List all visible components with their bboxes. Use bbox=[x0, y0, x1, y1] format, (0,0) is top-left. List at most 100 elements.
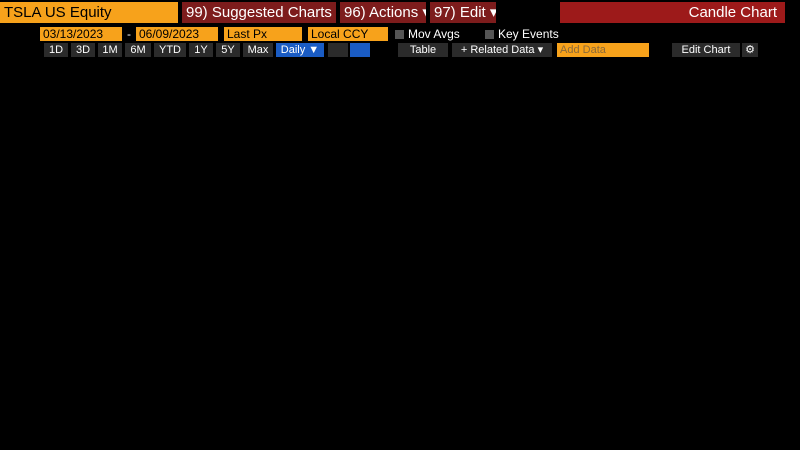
chart-kind: Candle Chart bbox=[560, 2, 785, 23]
candle-body bbox=[477, 247, 484, 267]
y-tick-label: 100M bbox=[712, 370, 740, 382]
volume-bar bbox=[387, 372, 391, 410]
candle-body bbox=[39, 251, 45, 268]
candle-body bbox=[671, 84, 678, 115]
date-sep: - bbox=[127, 27, 131, 41]
candle-body bbox=[385, 276, 392, 281]
legend-box bbox=[45, 66, 205, 124]
volume-bar bbox=[132, 361, 136, 410]
icon-button[interactable] bbox=[328, 43, 348, 57]
candle-body bbox=[202, 199, 209, 211]
volume-bar bbox=[122, 358, 126, 410]
volume-bar bbox=[162, 365, 166, 410]
menu[interactable]: 99) Suggested Charts ▾ bbox=[182, 2, 336, 23]
candle-body bbox=[661, 114, 668, 139]
field[interactable]: Last Px bbox=[224, 27, 302, 41]
volume-bar bbox=[652, 348, 656, 410]
volume-bar bbox=[458, 372, 462, 410]
x-tick-label: Apr 14 bbox=[264, 418, 296, 430]
settings[interactable]: ⚙ bbox=[742, 43, 758, 57]
y-tick-label: 220 bbox=[712, 142, 730, 154]
table-button[interactable]: Table bbox=[398, 43, 448, 57]
volume-bar bbox=[101, 350, 105, 410]
volume-bar bbox=[111, 355, 115, 410]
volume-bar bbox=[315, 348, 319, 410]
volume-bar bbox=[407, 375, 411, 410]
volume-bar bbox=[183, 351, 187, 410]
candle-body bbox=[181, 176, 188, 200]
candle-body bbox=[518, 245, 525, 253]
volume-bar bbox=[224, 368, 228, 410]
candle-body bbox=[171, 203, 178, 205]
menu[interactable]: 97) Edit ▾ bbox=[430, 2, 496, 23]
volume-bar bbox=[621, 355, 625, 410]
currency[interactable]: Local CCY bbox=[308, 27, 388, 41]
volume-bar bbox=[397, 372, 401, 410]
volume-bar bbox=[366, 361, 370, 410]
icon-button[interactable] bbox=[350, 43, 370, 57]
volume-bar bbox=[550, 372, 554, 410]
candle-body bbox=[100, 199, 107, 221]
volume-bar bbox=[254, 367, 258, 410]
range-button[interactable]: 5Y bbox=[216, 43, 240, 57]
candle-body bbox=[620, 161, 627, 171]
volume-box bbox=[707, 389, 757, 404]
legend-value: 184.642 bbox=[170, 95, 210, 107]
legend-label: Low on 04/27/23 bbox=[75, 108, 156, 120]
candle-body bbox=[192, 193, 198, 206]
volume-bar bbox=[601, 358, 605, 410]
candle-body bbox=[355, 283, 362, 299]
candle-body bbox=[549, 224, 555, 226]
range-button[interactable]: 1M bbox=[98, 43, 122, 57]
candle-body bbox=[232, 228, 239, 240]
legend-value: 248.22 bbox=[170, 68, 204, 80]
range-button[interactable]: 3D bbox=[71, 43, 95, 57]
volume-bar bbox=[264, 370, 268, 410]
edit-chart[interactable]: Edit Chart bbox=[672, 43, 740, 57]
option[interactable]: Key Events bbox=[498, 27, 559, 41]
range-button[interactable]: 1Y bbox=[189, 43, 213, 57]
candle-body bbox=[508, 252, 515, 266]
volume-bar bbox=[91, 358, 95, 410]
x-tick-label: Mar 31 bbox=[172, 418, 206, 430]
volume-bar bbox=[213, 363, 217, 410]
volume-bar bbox=[173, 358, 177, 410]
candle-body bbox=[141, 206, 147, 213]
y-tick-label: 240 bbox=[712, 97, 730, 109]
x-tick-label: Apr 28 bbox=[366, 418, 398, 430]
legend-swatch bbox=[60, 69, 69, 78]
candle-body bbox=[579, 209, 586, 229]
candle-body bbox=[375, 274, 382, 283]
candle-body bbox=[569, 224, 576, 229]
volume-bar bbox=[662, 351, 666, 410]
checkbox[interactable] bbox=[485, 30, 494, 39]
candle-body bbox=[79, 238, 86, 242]
menu[interactable]: 96) Actions ▾ bbox=[340, 2, 426, 23]
volume-bar bbox=[234, 372, 238, 410]
range-button[interactable]: YTD bbox=[154, 43, 186, 57]
candle-body bbox=[283, 223, 290, 225]
volume-bar bbox=[560, 368, 564, 410]
related-button[interactable]: + Related Data ▾ bbox=[452, 43, 552, 57]
candle-body bbox=[416, 278, 423, 282]
range-button[interactable]: Max bbox=[243, 43, 273, 57]
x-tick-label: Mar 15 bbox=[49, 418, 83, 430]
ticker[interactable]: TSLA US Equity bbox=[0, 2, 178, 23]
volume-bar bbox=[417, 377, 421, 410]
chart-icon bbox=[383, 60, 399, 73]
range-button[interactable]: 1D bbox=[44, 43, 68, 57]
legend-label: High on 06/09/23 bbox=[75, 81, 159, 93]
legend-value: 40.102M bbox=[116, 396, 159, 408]
add-data[interactable]: Add Data bbox=[557, 43, 649, 57]
average-box bbox=[707, 359, 761, 374]
range-button[interactable]: 6M bbox=[125, 43, 151, 57]
option[interactable]: Mov Avgs bbox=[408, 27, 460, 41]
volume-bar bbox=[336, 368, 340, 410]
candle-body bbox=[487, 266, 494, 270]
checkbox[interactable] bbox=[395, 30, 404, 39]
end-date[interactable]: 06/09/2023 bbox=[136, 27, 218, 41]
start-date[interactable]: 03/13/2023 bbox=[40, 27, 122, 41]
last-price-box bbox=[707, 77, 757, 92]
period[interactable]: Daily ▼ bbox=[276, 43, 324, 57]
